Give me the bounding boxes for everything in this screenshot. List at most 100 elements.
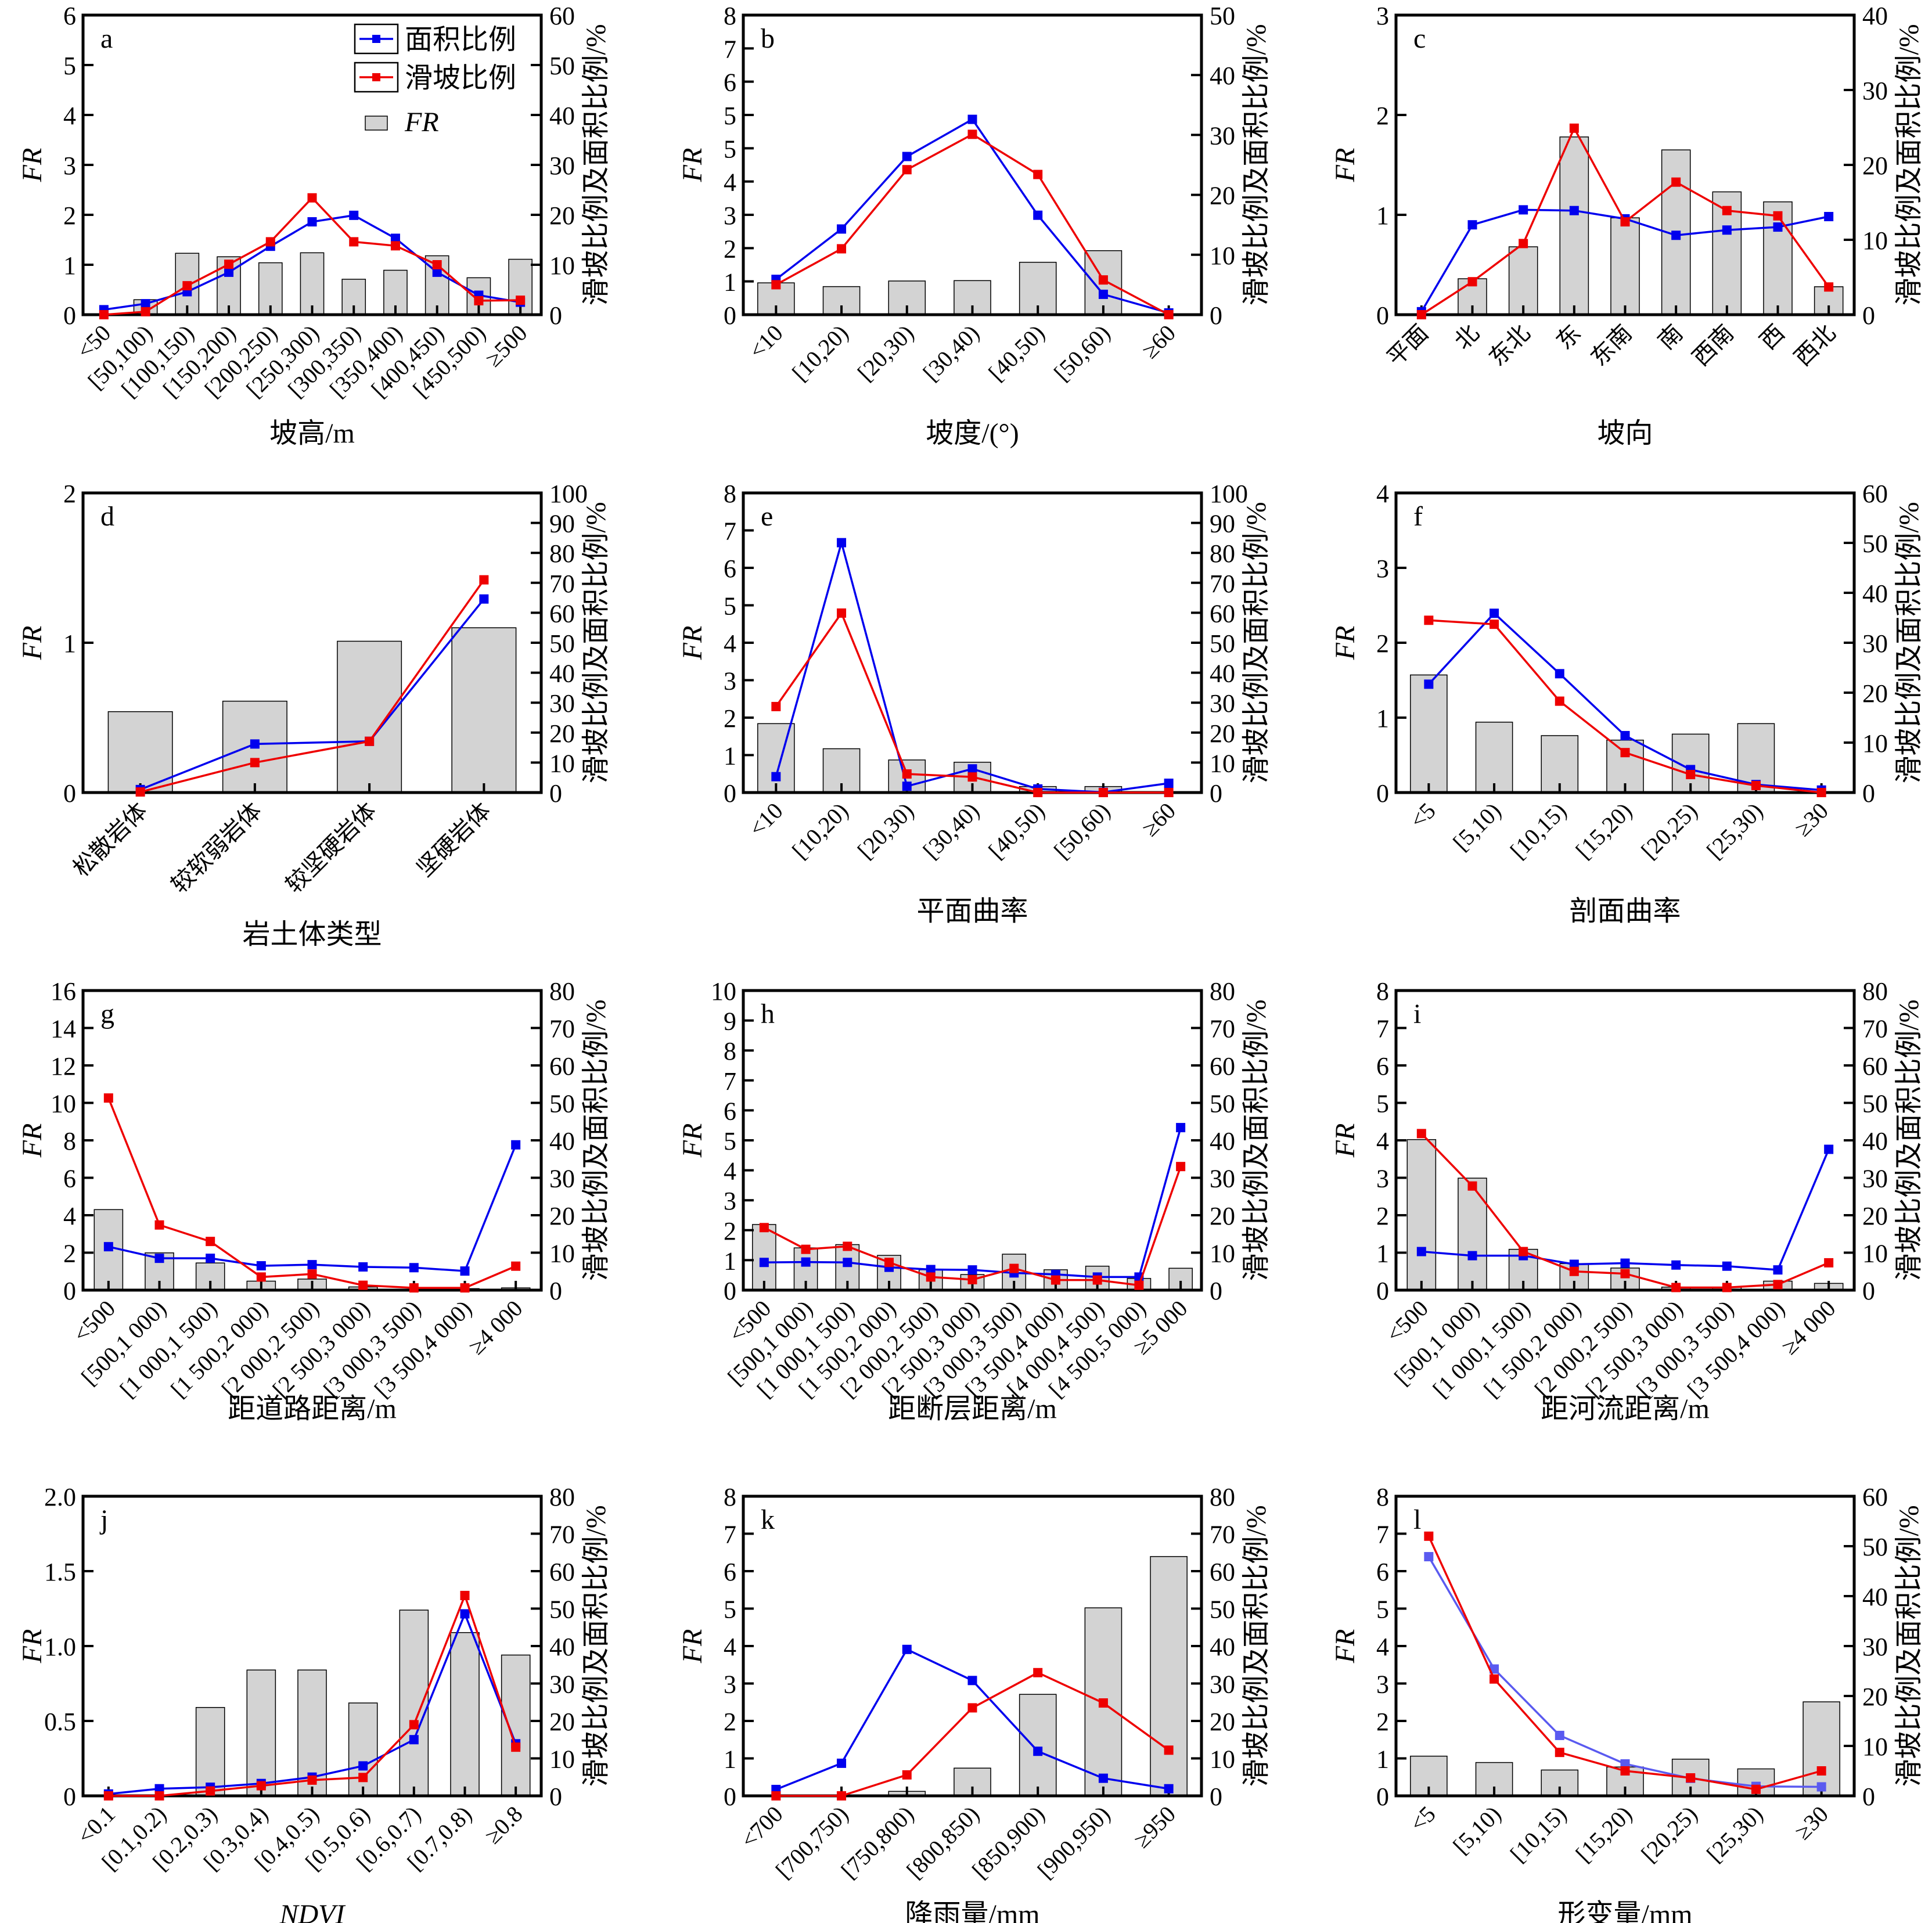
left-tick-label: 1.0 (44, 1633, 76, 1661)
left-tick-label: 3 (724, 667, 736, 696)
right-tick-label: 50 (1210, 2, 1235, 30)
x-axis-title: 降雨量/mm (905, 1899, 1039, 1923)
left-tick-label: 3 (724, 201, 736, 230)
right-tick-label: 60 (1862, 1483, 1888, 1511)
legend-landslide-label: 滑坡比例 (405, 63, 516, 93)
panel-c: 0123010203040平面北东北东东南南西南西西北cFR 滑坡比例及面积比例/… (1330, 2, 1924, 449)
category-label: <10 (744, 798, 788, 842)
area-marker (358, 1262, 368, 1272)
landslide-marker (1424, 1531, 1434, 1541)
landslide-marker (1773, 211, 1783, 221)
left-tick-label: 7 (724, 35, 736, 63)
fr-bar (1541, 735, 1579, 793)
y-right-title: 滑坡比例及面积比例/% (1241, 999, 1272, 1281)
area-line (108, 1144, 517, 1272)
landslide-marker (474, 296, 484, 305)
landslide-marker (1098, 788, 1108, 797)
y-left-title: FR (1330, 1629, 1361, 1664)
right-tick-label: 100 (1210, 480, 1248, 508)
right-tick-label: 80 (1210, 539, 1235, 568)
landslide-marker (390, 241, 400, 251)
category-label: ≥0.8 (480, 1801, 528, 1849)
area-marker (1164, 1784, 1174, 1794)
x-axis-title: 距河流距离/m (1541, 1393, 1710, 1424)
area-marker (256, 1261, 266, 1271)
left-tick-label: 4 (1376, 480, 1389, 508)
area-marker (206, 1254, 215, 1263)
left-tick-label: 4 (63, 1202, 76, 1230)
right-tick-label: 10 (1862, 226, 1888, 255)
category-label: <700 (736, 1801, 788, 1853)
right-tick-label: 80 (1210, 1483, 1235, 1511)
landslide-marker (365, 736, 375, 746)
landslide-marker (843, 1241, 852, 1251)
x-axis-title: 平面曲率 (916, 896, 1028, 927)
left-tick-label: 4 (724, 1633, 736, 1661)
area-marker (460, 1609, 470, 1619)
landslide-marker (358, 1280, 368, 1290)
y-left-title: FR (17, 148, 48, 183)
right-tick-label: 50 (549, 629, 575, 658)
landslide-marker (1424, 615, 1434, 625)
right-tick-label: 0 (549, 1782, 562, 1811)
landslide-marker (1467, 277, 1477, 287)
left-tick-label: 7 (1376, 1521, 1389, 1549)
landslide-marker (154, 1220, 164, 1230)
right-tick-label: 30 (1210, 1670, 1235, 1699)
landslide-marker (1555, 696, 1564, 706)
right-tick-label: 10 (549, 1240, 575, 1268)
right-tick-label: 20 (549, 201, 575, 230)
landslide-marker (1569, 1266, 1579, 1276)
area-marker (358, 1761, 368, 1771)
area-marker (224, 267, 234, 277)
right-tick-label: 70 (1862, 1015, 1888, 1043)
fr-bar (1019, 1694, 1057, 1796)
landslide-marker (1620, 1766, 1630, 1776)
landslide-marker (1467, 1181, 1477, 1191)
y-right-title: 滑坡比例及面积比例/% (1241, 1505, 1272, 1787)
left-tick-label: 2 (724, 1217, 736, 1245)
fr-bar (451, 627, 517, 793)
left-tick-label: 1.5 (44, 1558, 76, 1586)
category-label: [20,25) (1636, 1801, 1702, 1867)
category-label: [5,10) (1448, 798, 1506, 856)
right-tick-label: 20 (549, 719, 575, 748)
category-label: ≥60 (1136, 320, 1181, 364)
right-tick-label: 0 (1210, 1277, 1222, 1305)
right-tick-label: 40 (1862, 1127, 1888, 1155)
left-tick-label: 8 (724, 1483, 736, 1511)
landslide-marker (1722, 1283, 1732, 1292)
landslide-marker (1816, 788, 1826, 797)
right-tick-label: 0 (1862, 301, 1875, 330)
landslide-marker (902, 165, 912, 175)
category-label: 西南 (1688, 320, 1739, 371)
fr-bar (1559, 136, 1589, 315)
panel-letter: a (100, 23, 113, 54)
left-tick-label: 4 (724, 168, 736, 197)
landslide-marker (1569, 123, 1579, 133)
panel-letter: h (761, 999, 775, 1029)
landslide-marker (1773, 1280, 1783, 1290)
category-label: ≥30 (1789, 1801, 1833, 1845)
area-line (139, 598, 485, 791)
panel-letter: i (1413, 999, 1421, 1029)
right-tick-label: 20 (1210, 719, 1235, 748)
x-axis-title: 剖面曲率 (1569, 896, 1681, 927)
category-label: ≥60 (1136, 798, 1181, 842)
right-tick-label: 0 (1862, 1277, 1875, 1305)
fr-bar (399, 1609, 429, 1796)
area-marker (1424, 1552, 1434, 1562)
x-axis-title: 距道路距离/m (228, 1393, 397, 1424)
area-line (1427, 1556, 1822, 1788)
right-tick-label: 10 (549, 749, 575, 777)
right-tick-label: 30 (1862, 1633, 1888, 1661)
left-tick-label: 1 (1376, 1745, 1389, 1774)
category-label: [20,30) (852, 798, 919, 864)
panel-letter: e (761, 501, 773, 532)
landslide-marker (1416, 310, 1426, 319)
left-tick-label: 2.0 (44, 1483, 76, 1511)
right-tick-label: 90 (1210, 510, 1235, 538)
right-tick-label: 40 (1210, 62, 1235, 90)
right-tick-label: 30 (549, 1670, 575, 1699)
right-tick-label: 0 (549, 1277, 562, 1305)
